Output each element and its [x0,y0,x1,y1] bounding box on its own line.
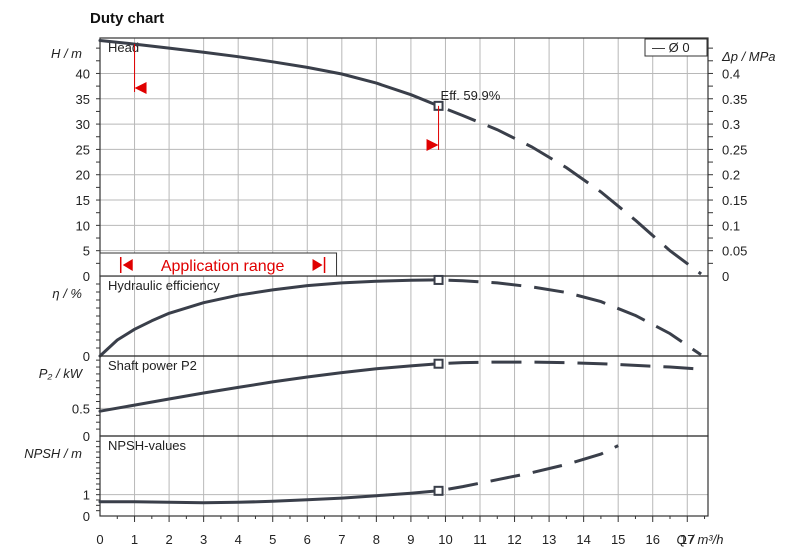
legend-box [644,38,708,57]
x-tick-label: 0 [96,532,103,547]
y-tick-label: 0.5 [72,401,90,416]
y-tick-label: 10 [76,218,90,233]
y-axis-label-head: H / m [51,46,82,61]
panel-title-efficiency: Hydraulic efficiency [108,278,220,293]
x-tick-label: 2 [165,532,172,547]
series-line-dashed-npsh [438,444,619,493]
red-arrow-left-icon [134,82,147,94]
y-tick-label: 5 [83,244,90,259]
y-tick-label: 0 [83,269,90,284]
y2-tick-label: 0.1 [722,218,740,233]
x-tick-label: 3 [200,532,207,547]
y2-tick-label: 0.15 [722,193,747,208]
panel-frame-npsh [99,435,709,517]
x-tick-label: 5 [269,532,276,547]
y-tick-label: 0 [83,429,90,444]
series-line-dashed-head [437,104,702,276]
app-range-arrow-right-icon [312,259,323,271]
y-axis-label-power: P₂ / kW [39,366,84,381]
y-tick-label: 20 [76,168,90,183]
x-tick-label: 17 [680,532,694,547]
y-tick-label: 15 [76,193,90,208]
x-tick-label: 9 [407,532,414,547]
panel-title-power: Shaft power P2 [108,358,197,373]
y2-axis-label: Δp / MPa [721,49,776,64]
legend-entry: — Ø 0 [652,40,690,55]
duty-point-marker-power [433,358,444,369]
series-line-solid-efficiency [98,278,440,358]
y-tick-label: 0 [83,349,90,364]
series-line-solid-npsh [98,489,440,505]
y2-tick-label: 0.2 [722,168,740,183]
panel-title-npsh: NPSH-values [108,438,187,453]
y2-tick-label: 0.4 [722,66,740,81]
y2-tick-label: 0.25 [722,142,747,157]
y2-tick-label: 0 [722,269,729,284]
chart-title: Duty chart [90,10,165,27]
y2-tick-label: 0.05 [722,244,747,259]
series-line-dashed-efficiency [438,278,702,357]
app-range-arrow-left-icon [122,259,133,271]
x-axis-label: Q / m³/h [677,532,724,547]
x-tick-label: 13 [542,532,556,547]
y2-tick-label: 0.3 [722,117,740,132]
x-tick-label: 4 [235,532,242,547]
duty-point-marker-npsh [433,485,444,496]
x-tick-label: 12 [507,532,521,547]
red-arrow-right-icon [426,139,439,151]
series-line-solid-power [98,362,440,413]
y2-tick-label: 0.35 [722,92,747,107]
x-tick-label: 11 [473,532,487,547]
x-tick-label: 16 [645,532,659,547]
series-line-dashed-power [438,360,702,371]
y-tick-label: 1 [83,488,90,503]
x-tick-label: 10 [438,532,452,547]
x-tick-label: 14 [576,532,590,547]
x-tick-label: 1 [131,532,138,547]
y-axis-label-efficiency: η / % [52,286,82,301]
series-line-solid-head [98,39,440,108]
x-tick-label: 6 [304,532,311,547]
x-tick-label: 8 [373,532,380,547]
y-tick-label: 25 [76,142,90,157]
application-range-label: Application range [161,258,285,275]
y-tick-label: 35 [76,92,90,107]
y-tick-label: 30 [76,117,90,132]
x-tick-label: 15 [611,532,625,547]
duty-point-marker-efficiency [433,274,444,285]
duty-point-eff-label: Eff. 59.9% [441,88,501,103]
y-tick-label: 0 [83,509,90,524]
x-tick-label: 7 [338,532,345,547]
y-tick-label: 40 [76,66,90,81]
y-axis-label-npsh: NPSH / m [24,446,82,461]
